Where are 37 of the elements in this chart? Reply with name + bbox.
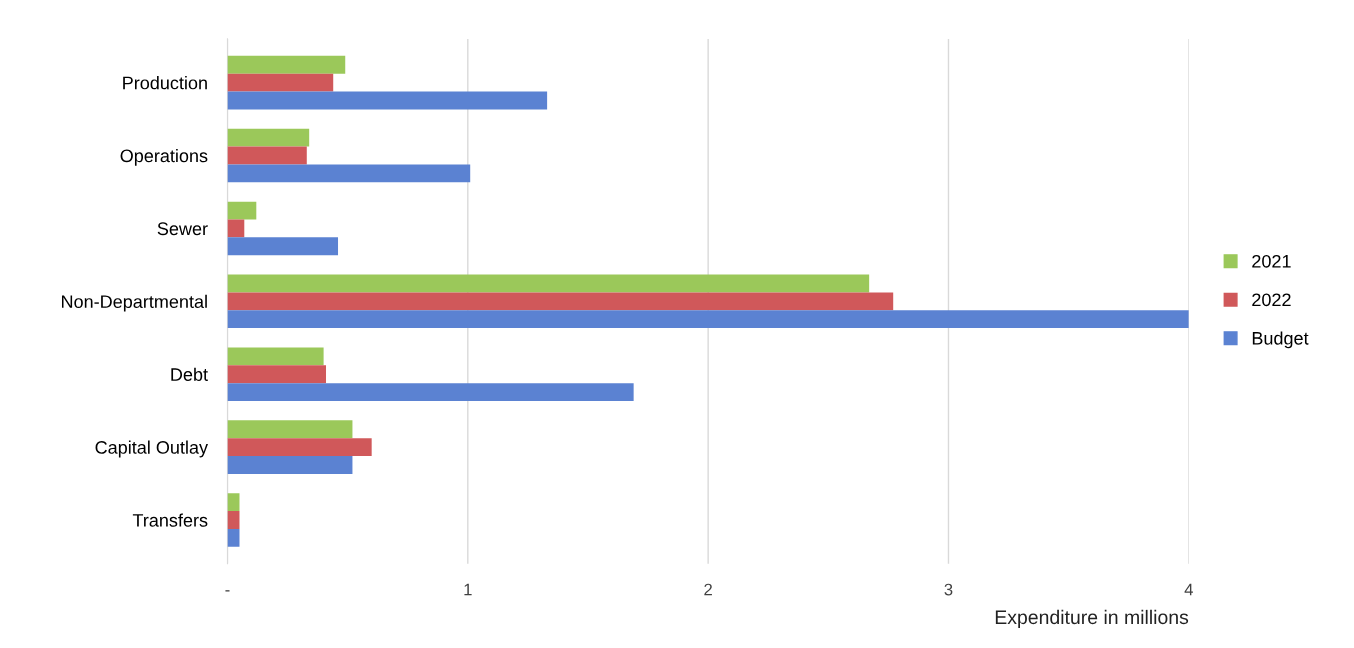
bar	[227, 128, 310, 147]
x-tick-label: -	[225, 590, 230, 592]
bar	[227, 347, 324, 366]
bar	[227, 274, 870, 293]
bar	[227, 146, 307, 165]
x-tick-label: 2	[704, 583, 712, 596]
y-tick-label: Non-Departmental	[62, 294, 207, 312]
bar	[227, 365, 327, 384]
x-tick-label: 3	[944, 583, 953, 596]
bar	[227, 493, 240, 512]
y-tick-label: Production	[123, 76, 207, 90]
x-tick-label: 1	[464, 583, 472, 596]
y-tick-label: Capital Outlay	[95, 440, 208, 458]
bar	[227, 91, 548, 110]
bar	[227, 55, 346, 74]
bar	[227, 528, 240, 547]
bar	[227, 456, 353, 474]
legend-label: Budget	[1252, 331, 1309, 349]
legend-label: 2022	[1252, 293, 1291, 307]
bar	[227, 201, 257, 220]
bar	[227, 420, 353, 439]
bar	[227, 383, 634, 402]
bar	[227, 292, 894, 311]
bar	[227, 73, 334, 92]
y-tick-label: Sewer	[157, 222, 208, 236]
legend-label: 2021	[1252, 254, 1291, 268]
bar	[227, 219, 245, 238]
x-axis-title: Expenditure in millions	[995, 609, 1189, 628]
y-tick-label: Operations	[120, 148, 208, 166]
bar	[227, 237, 339, 256]
x-tick-label: 4	[1184, 583, 1193, 596]
y-tick-label: Transfers	[132, 513, 208, 527]
bar	[227, 164, 471, 183]
y-tick-label: Debt	[171, 367, 208, 381]
bar	[227, 438, 372, 457]
bar	[227, 310, 1189, 329]
bar	[227, 511, 240, 529]
